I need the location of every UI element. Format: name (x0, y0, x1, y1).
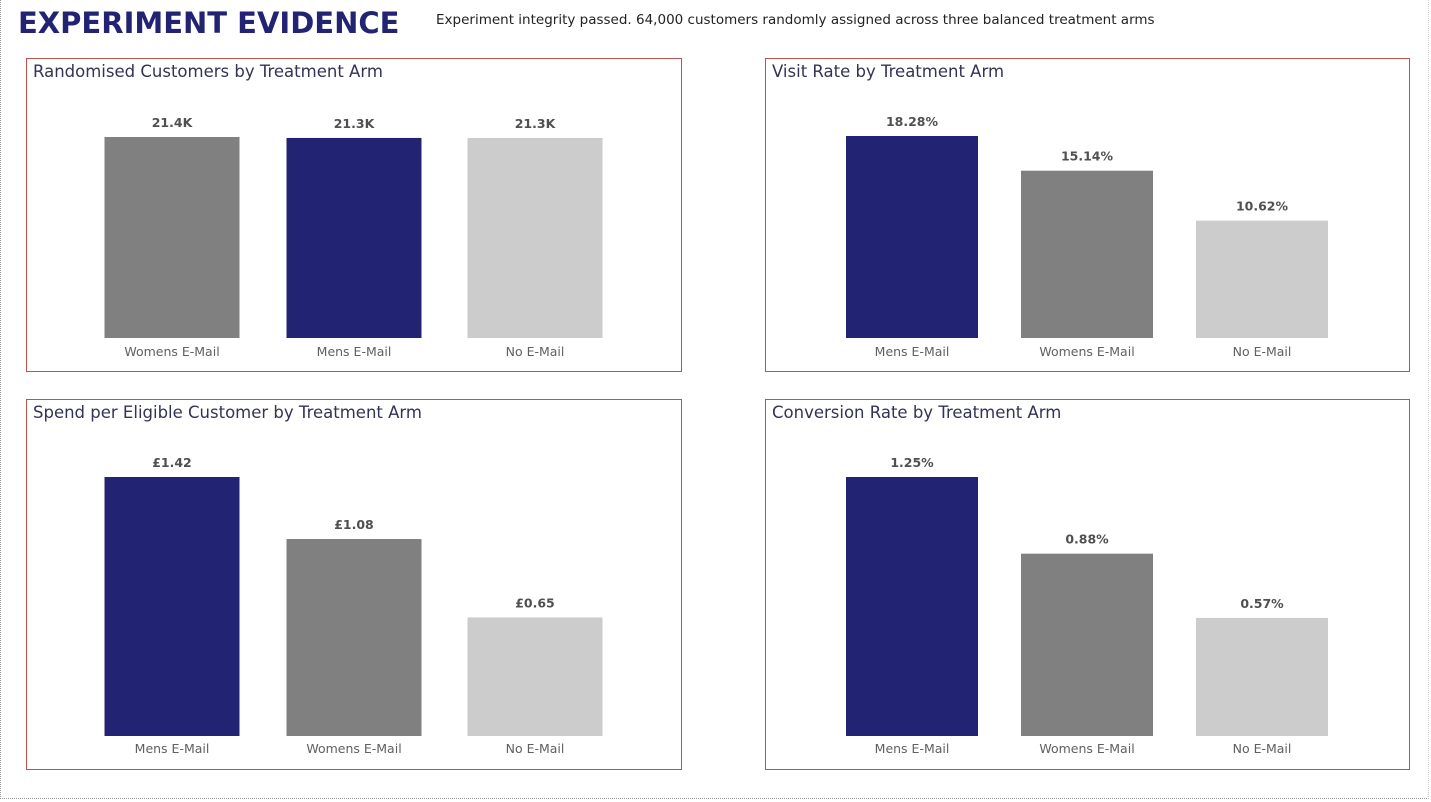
data-label: 21.3K (515, 116, 557, 131)
category-label: No E-Mail (506, 741, 565, 756)
category-label: No E-Mail (1233, 741, 1292, 756)
category-label: Mens E-Mail (135, 741, 210, 756)
bar[interactable] (1021, 170, 1153, 338)
bar[interactable] (1196, 617, 1328, 736)
bar-chart-svg: 1.25% Mens E-Mail 0.88% Womens E-Mail 0.57% N… (846, 455, 1328, 756)
data-label: £0.65 (515, 595, 555, 610)
data-label: £1.42 (152, 455, 192, 470)
page-subtitle: Experiment integrity passed. 64,000 cust… (436, 12, 1155, 28)
chart-title: Visit Rate by Treatment Arm (772, 62, 1005, 81)
bar[interactable] (846, 477, 978, 736)
bar-chart-svg: 21.4K Womens E-Mail 21.3K Mens E-Mail 21.3K N… (104, 115, 603, 359)
category-label: No E-Mail (1233, 344, 1292, 359)
data-label: 18.28% (886, 114, 939, 129)
data-label: 21.4K (152, 115, 194, 130)
category-label: Womens E-Mail (306, 741, 401, 756)
bar[interactable] (286, 137, 422, 338)
chart-visit-rate[interactable]: Visit Rate by Treatment Arm 18.28% Mens E… (765, 58, 1410, 372)
data-label: 21.3K (334, 116, 376, 131)
category-label: Womens E-Mail (1039, 741, 1134, 756)
chart-title: Spend per Eligible Customer by Treatment… (33, 403, 422, 422)
category-label: Womens E-Mail (1039, 344, 1134, 359)
chart-randomised-customers[interactable]: Randomised Customers by Treatment Arm 21… (26, 58, 682, 372)
data-label: 0.88% (1065, 532, 1109, 547)
data-label: £1.08 (334, 517, 374, 532)
bar[interactable] (104, 477, 240, 736)
bar[interactable] (1021, 553, 1153, 736)
chart-conversion-rate[interactable]: Conversion Rate by Treatment Arm 1.25% Me… (765, 399, 1410, 770)
bar[interactable] (467, 617, 603, 736)
bar[interactable] (104, 137, 240, 338)
data-label: 1.25% (890, 455, 934, 470)
category-label: Mens E-Mail (875, 344, 950, 359)
chart-title: Randomised Customers by Treatment Arm (33, 62, 383, 81)
chart-title: Conversion Rate by Treatment Arm (772, 403, 1062, 422)
data-label: 10.62% (1236, 199, 1289, 214)
page-title: EXPERIMENT EVIDENCE (18, 6, 400, 40)
category-label: No E-Mail (506, 344, 565, 359)
bar-chart-svg: £1.42 Mens E-Mail £1.08 Womens E-Mail £0.65 N… (104, 455, 603, 756)
bar[interactable] (286, 539, 422, 736)
data-label: 15.14% (1061, 149, 1114, 164)
bar[interactable] (1196, 220, 1328, 338)
bar[interactable] (467, 137, 603, 338)
bar[interactable] (846, 136, 978, 338)
category-label: Mens E-Mail (317, 344, 392, 359)
category-label: Womens E-Mail (124, 344, 219, 359)
chart-spend-per-customer[interactable]: Spend per Eligible Customer by Treatment… (26, 399, 682, 770)
data-label: 0.57% (1240, 596, 1284, 611)
category-label: Mens E-Mail (875, 741, 950, 756)
bar-chart-svg: 18.28% Mens E-Mail 15.14% Womens E-Mail 10.6… (846, 114, 1328, 359)
